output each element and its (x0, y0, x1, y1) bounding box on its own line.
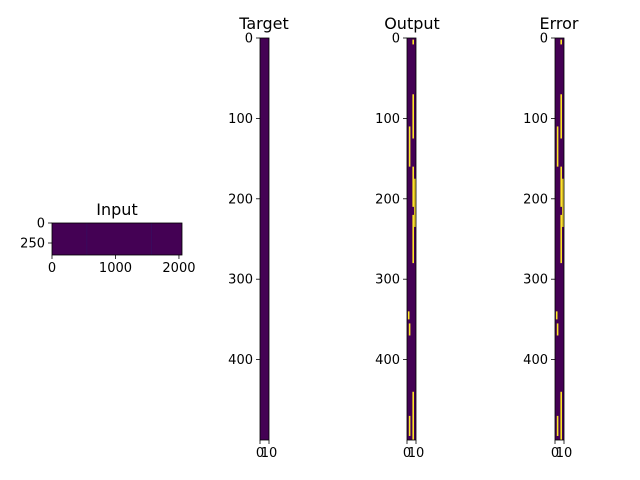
output-heatmap-image (407, 38, 416, 440)
error-ytick-label-0: 0 (540, 32, 548, 47)
error-highlight-0 (560, 39, 562, 45)
output-highlight-2 (408, 126, 411, 167)
error-highlight-6 (555, 311, 558, 320)
error-highlight-3 (560, 166, 562, 207)
output-xtick-label-1: 10 (408, 446, 425, 461)
error-highlight-8 (560, 391, 562, 440)
error-highlight-1 (560, 94, 562, 139)
error-ytick-label-4: 400 (523, 353, 548, 368)
input-streak-0 (86, 223, 88, 255)
input-streak-1 (151, 223, 153, 255)
output-highlight-9 (408, 415, 411, 436)
output-highlight-3 (412, 166, 414, 207)
target-title: Target (238, 14, 289, 33)
error-axes-frame (554, 37, 565, 441)
target-heatmap-image (260, 38, 269, 440)
error-xtick-label-0: 0 (551, 446, 559, 461)
output-highlight-6 (407, 311, 410, 320)
target-xtick-label-0: 0 (256, 446, 264, 461)
error-ytick-label-3: 300 (523, 273, 548, 288)
input-xtick-label-0: 0 (48, 261, 56, 276)
target-ytick-label-0: 0 (245, 32, 253, 47)
output-highlight-5 (412, 214, 414, 264)
output-ytick-label-2: 200 (375, 192, 400, 207)
error-highlight-2 (556, 126, 559, 167)
error-ytick-label-2: 200 (523, 192, 548, 207)
input-title: Input (96, 200, 137, 219)
target-ytick-label-3: 300 (228, 273, 253, 288)
input-axes-frame (51, 222, 183, 256)
error-ytick-label-1: 100 (523, 112, 548, 127)
target-ytick-label-1: 100 (228, 112, 253, 127)
output-highlight-0 (412, 39, 414, 45)
input-ytick-label-1: 250 (20, 237, 45, 252)
error-highlight-7 (556, 323, 559, 336)
error-heatmap-image (555, 38, 564, 440)
output-xtick-label-0: 0 (403, 446, 411, 461)
output-title: Output (384, 14, 440, 33)
target-ytick-label-2: 200 (228, 192, 253, 207)
target-xtick-label-1: 10 (261, 446, 278, 461)
error-xtick-label-1: 10 (556, 446, 573, 461)
output-highlight-7 (408, 323, 411, 336)
input-ytick-label-0: 0 (37, 217, 45, 232)
output-ytick-label-0: 0 (392, 32, 400, 47)
target-axes-frame (259, 37, 270, 441)
output-highlight-1 (412, 94, 414, 139)
output-ytick-label-1: 100 (375, 112, 400, 127)
error-highlight-4 (562, 178, 564, 227)
input-xtick-label-2: 2000 (162, 261, 195, 276)
target-ytick-label-4: 400 (228, 353, 253, 368)
input-xtick-label-1: 1000 (99, 261, 132, 276)
input-heatmap-image (52, 223, 182, 255)
error-highlight-9 (556, 415, 559, 436)
error-highlight-5 (560, 214, 562, 264)
output-highlight-4 (414, 178, 416, 227)
error-title: Error (540, 14, 579, 33)
output-highlight-8 (412, 391, 414, 440)
output-ytick-label-3: 300 (375, 273, 400, 288)
output-ytick-label-4: 400 (375, 353, 400, 368)
output-axes-frame (406, 37, 417, 441)
